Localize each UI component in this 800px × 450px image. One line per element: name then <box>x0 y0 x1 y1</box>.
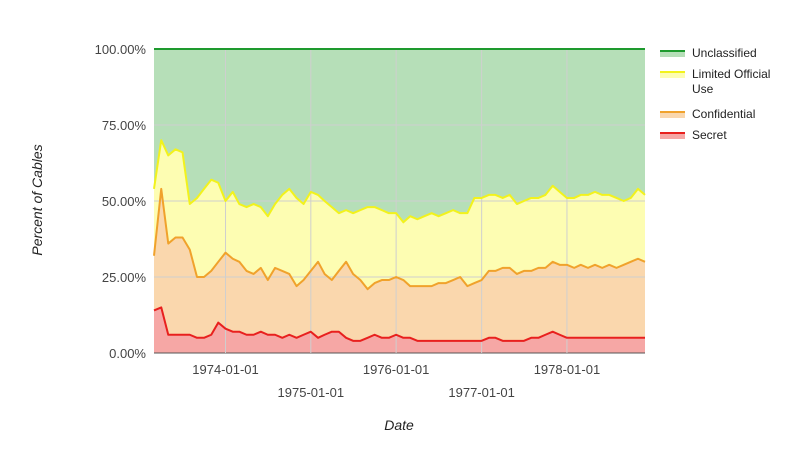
x-tick-label: 1977-01-01 <box>448 385 515 400</box>
secret-line <box>153 306 645 342</box>
x-axis-ticks: 1974-01-01 1975-01-01 1976-01-01 1977-01-01… <box>192 362 600 400</box>
confidential-area <box>154 188 645 353</box>
x-tick-label: 1976-01-01 <box>363 362 430 377</box>
x-tick-label: 1978-01-01 <box>534 362 601 377</box>
legend-swatch <box>660 112 685 118</box>
y-tick-label: 25.00% <box>102 270 147 285</box>
x-tick-label: 1974-01-01 <box>192 362 259 377</box>
legend-label: Limited Official Use <box>692 67 770 96</box>
y-tick-label: 50.00% <box>102 194 147 209</box>
legend-item-secret: Secret <box>660 128 727 142</box>
series-lines <box>153 48 646 342</box>
y-tick-label: 0.00% <box>109 346 146 361</box>
y-axis-title: Percent of Cables <box>29 144 45 255</box>
legend-swatch <box>660 133 685 139</box>
x-axis-title: Date <box>384 417 414 433</box>
legend-label: Secret <box>692 128 727 142</box>
legend-item-limited-official-use: Limited Official Use <box>660 67 770 96</box>
legend-label: Confidential <box>692 107 755 121</box>
x-tick-label: 1975-01-01 <box>278 385 345 400</box>
y-axis-ticks: 0.00% 25.00% 50.00% 75.00% 100.00% <box>95 42 147 361</box>
confidential-line <box>153 187 646 291</box>
legend: Unclassified Limited Official Use Confident… <box>660 46 770 142</box>
legend-swatch <box>660 51 685 57</box>
y-tick-label: 75.00% <box>102 118 147 133</box>
limited-official-use-line <box>153 139 646 224</box>
legend-swatch <box>660 72 685 78</box>
gridlines <box>154 48 645 354</box>
legend-label: Unclassified <box>692 46 757 60</box>
legend-item-unclassified: Unclassified <box>660 46 757 60</box>
legend-item-confidential: Confidential <box>660 107 755 121</box>
y-tick-label: 100.00% <box>95 42 147 57</box>
